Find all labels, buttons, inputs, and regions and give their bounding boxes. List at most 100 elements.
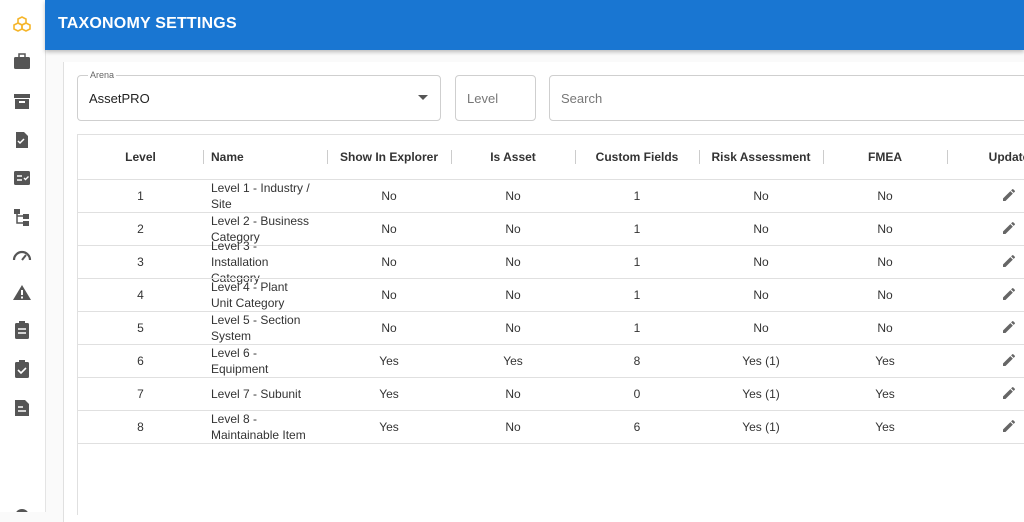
pencil-icon (1003, 353, 1016, 366)
table-cell: Yes (503, 353, 523, 368)
column-separator (451, 150, 452, 164)
table-cell: No (381, 254, 397, 269)
column-separator (699, 150, 700, 164)
row-divider (78, 377, 1024, 378)
nav-checklist[interactable] (14, 171, 30, 185)
table-cell: Yes (875, 419, 895, 434)
pencil-icon (1003, 419, 1016, 432)
nav-clipboard[interactable] (15, 321, 29, 339)
table-cell: 1 (137, 188, 144, 203)
column-header: Show In Explorer (339, 150, 438, 164)
table-cell: No (753, 320, 769, 335)
name-cell: Level 7 - Subunit (211, 386, 302, 401)
sidebar (0, 0, 46, 522)
nav-document-check[interactable] (16, 132, 28, 148)
dropdown-arrow (418, 95, 428, 100)
table-cell: No (877, 254, 893, 269)
table-cell: No (505, 221, 521, 236)
column-separator (203, 150, 204, 164)
sidebar-icons (12, 16, 32, 522)
page-title: TAXONOMY SETTINGS (58, 15, 237, 32)
nav-warning[interactable] (13, 285, 31, 300)
column-header: Level (125, 150, 156, 164)
row-divider (78, 443, 1024, 444)
table-cell: 1 (633, 287, 641, 302)
column-separator (947, 150, 948, 164)
table-cell: 1 (633, 254, 641, 269)
nav-briefcase[interactable] (14, 53, 30, 69)
table-cell: Yes (875, 353, 895, 368)
table-cell: 1 (633, 188, 641, 203)
column-header: Update (988, 150, 1024, 164)
table-cell: Yes (1) (742, 419, 780, 434)
column-header: FMEA (868, 150, 902, 164)
edit-button[interactable] (1001, 253, 1017, 269)
table-cell: No (505, 320, 521, 335)
row-divider (78, 344, 1024, 345)
table-cell: No (877, 320, 893, 335)
arena-label: Arena (88, 70, 117, 80)
row-divider (78, 245, 1024, 246)
table-cell: No (877, 188, 893, 203)
row-divider (78, 311, 1024, 312)
nav-report[interactable] (15, 400, 29, 416)
column-header: Risk Assessment (711, 150, 811, 164)
nav-clipboard-check[interactable] (15, 360, 29, 378)
nav-archive[interactable] (14, 94, 30, 109)
arena-select[interactable]: Arena AssetPRO (77, 70, 441, 121)
logo (13, 16, 31, 32)
column-header: Is Asset (490, 150, 536, 164)
name-cell: Level 3 - Installation Category (211, 238, 269, 285)
table-cell: 6 (137, 353, 144, 368)
table-cell: No (753, 221, 769, 236)
table-cell: No (505, 254, 521, 269)
table-cell: 0 (633, 386, 641, 401)
arena-value: AssetPRO (89, 91, 150, 106)
nav-gauge[interactable] (12, 250, 32, 261)
pencil-icon (1003, 221, 1016, 234)
edit-button[interactable] (1001, 220, 1017, 236)
edit-button[interactable] (1001, 418, 1017, 434)
table-cell: No (381, 287, 397, 302)
column-separator (575, 150, 576, 164)
pencil-icon (1003, 188, 1016, 201)
edit-button[interactable] (1001, 385, 1017, 401)
column-separator (823, 150, 824, 164)
level-input[interactable]: Level (455, 75, 536, 121)
column-header: Name (211, 150, 244, 164)
row-divider (78, 410, 1024, 411)
table-cell: No (753, 287, 769, 302)
table-cell: No (505, 287, 521, 302)
table-cell: No (753, 254, 769, 269)
taxonomy-table: Level Name Show In Explorer Is Asset Custom … (77, 134, 1024, 515)
table-cell: Yes (1) (742, 353, 780, 368)
edit-button[interactable] (1001, 352, 1017, 368)
table-cell: Yes (875, 386, 895, 401)
table-cell: Yes (379, 353, 399, 368)
table-cell: No (753, 188, 769, 203)
table-cell: No (505, 188, 521, 203)
name-cell: Level 4 - Plant Unit Category (211, 279, 288, 310)
name-cell: Level 8 - Maintainable Item (211, 411, 306, 442)
pencil-icon (1003, 287, 1016, 300)
edit-button[interactable] (1001, 319, 1017, 335)
table-cell: No (877, 221, 893, 236)
table-cell: 8 (633, 353, 641, 368)
table-cell: 1 (633, 320, 641, 335)
table-cell: 2 (137, 221, 144, 236)
table-cell: No (381, 188, 397, 203)
table-cell: 4 (137, 287, 144, 302)
table-cell: 7 (137, 386, 144, 401)
edit-button[interactable] (1001, 286, 1017, 302)
table-cell: No (877, 287, 893, 302)
column-separator (327, 150, 328, 164)
search-input[interactable]: Search (549, 75, 1024, 121)
table-cell: 5 (137, 320, 144, 335)
nav-hierarchy[interactable] (14, 209, 29, 226)
pencil-icon (1003, 386, 1016, 399)
edit-button[interactable] (1001, 187, 1017, 203)
name-cell: Level 5 - Section System (211, 312, 301, 343)
search-placeholder: Search (561, 91, 603, 106)
table-cell: Yes (379, 419, 399, 434)
